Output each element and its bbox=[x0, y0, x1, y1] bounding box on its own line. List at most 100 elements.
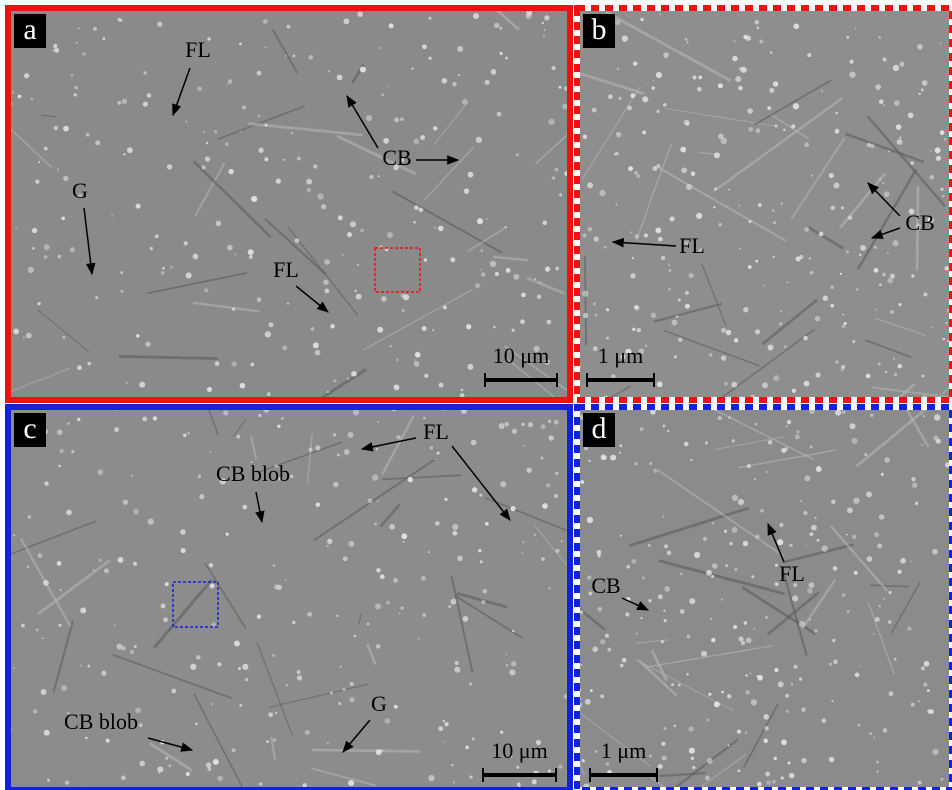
particle bbox=[811, 525, 817, 531]
particle bbox=[297, 670, 301, 674]
particle bbox=[791, 124, 795, 128]
particle bbox=[44, 147, 48, 151]
particle bbox=[216, 221, 221, 226]
particle bbox=[526, 13, 532, 19]
particle bbox=[687, 41, 689, 43]
particle bbox=[86, 133, 90, 137]
particle bbox=[879, 99, 884, 104]
particle bbox=[394, 705, 398, 709]
particle bbox=[607, 648, 611, 652]
particle bbox=[681, 167, 687, 173]
particle bbox=[788, 762, 791, 765]
particle bbox=[875, 84, 881, 90]
particle bbox=[162, 267, 164, 269]
particle bbox=[313, 342, 319, 348]
particle bbox=[158, 772, 160, 774]
particle bbox=[343, 556, 348, 561]
particle bbox=[316, 502, 320, 506]
particle bbox=[476, 137, 482, 143]
particle bbox=[354, 635, 356, 637]
particle bbox=[870, 732, 872, 734]
particle bbox=[610, 455, 616, 461]
particle bbox=[583, 234, 587, 238]
particle bbox=[380, 574, 385, 579]
particle bbox=[846, 251, 849, 254]
particle bbox=[842, 410, 846, 414]
particle bbox=[206, 762, 211, 767]
particle bbox=[385, 718, 391, 724]
annotation-label: FL bbox=[423, 419, 449, 444]
particle bbox=[548, 769, 551, 772]
particle bbox=[548, 435, 553, 440]
particle bbox=[810, 445, 813, 448]
particle bbox=[386, 601, 390, 605]
particle bbox=[600, 694, 604, 698]
particle bbox=[855, 28, 857, 30]
particle bbox=[389, 23, 394, 28]
particle bbox=[691, 171, 696, 176]
particle bbox=[917, 44, 922, 49]
particle bbox=[658, 594, 663, 599]
particle bbox=[330, 692, 333, 695]
particle bbox=[835, 361, 838, 364]
particle bbox=[63, 126, 69, 132]
particle bbox=[85, 737, 88, 740]
particle bbox=[854, 571, 858, 575]
particle bbox=[544, 29, 546, 31]
particle bbox=[419, 207, 424, 212]
particle bbox=[516, 766, 519, 769]
particle bbox=[415, 352, 421, 358]
particle bbox=[499, 27, 502, 30]
particle bbox=[617, 68, 619, 70]
particle bbox=[147, 93, 152, 98]
particle bbox=[892, 240, 898, 246]
particle bbox=[599, 190, 605, 196]
particle bbox=[874, 268, 879, 273]
particle bbox=[688, 726, 693, 731]
particle bbox=[775, 582, 779, 586]
particle bbox=[721, 355, 726, 360]
particle bbox=[506, 654, 508, 656]
particle bbox=[796, 431, 799, 434]
particle bbox=[104, 568, 109, 573]
panel: bFLCB1 μm bbox=[527, 0, 952, 449]
particle bbox=[250, 363, 254, 367]
particle bbox=[693, 75, 697, 79]
particle bbox=[555, 549, 559, 553]
particle bbox=[856, 288, 858, 290]
particle bbox=[258, 148, 263, 153]
particle bbox=[879, 605, 881, 607]
particle bbox=[921, 374, 924, 377]
particle bbox=[852, 535, 856, 539]
particle bbox=[756, 128, 761, 133]
particle bbox=[215, 361, 220, 366]
particle bbox=[801, 758, 807, 764]
particle bbox=[264, 157, 268, 161]
particle bbox=[422, 326, 427, 331]
particle bbox=[728, 189, 730, 191]
particle bbox=[348, 780, 354, 786]
particle bbox=[580, 480, 584, 484]
particle bbox=[857, 724, 860, 727]
particle bbox=[848, 216, 852, 220]
particle bbox=[522, 552, 524, 554]
particle bbox=[940, 42, 942, 44]
particle bbox=[830, 304, 834, 308]
particle bbox=[847, 610, 849, 612]
particle bbox=[127, 147, 133, 153]
particle bbox=[467, 364, 473, 370]
particle bbox=[165, 582, 169, 586]
particle bbox=[933, 435, 938, 440]
annotation-label: CB blob bbox=[64, 709, 138, 734]
particle bbox=[809, 582, 815, 588]
particle bbox=[878, 36, 881, 39]
particle bbox=[804, 227, 809, 232]
particle bbox=[663, 727, 666, 730]
particle bbox=[381, 749, 383, 751]
particle bbox=[893, 65, 899, 71]
particle bbox=[799, 678, 802, 681]
particle bbox=[309, 447, 313, 451]
particle bbox=[480, 560, 483, 563]
particle bbox=[898, 303, 901, 306]
particle bbox=[35, 179, 39, 183]
